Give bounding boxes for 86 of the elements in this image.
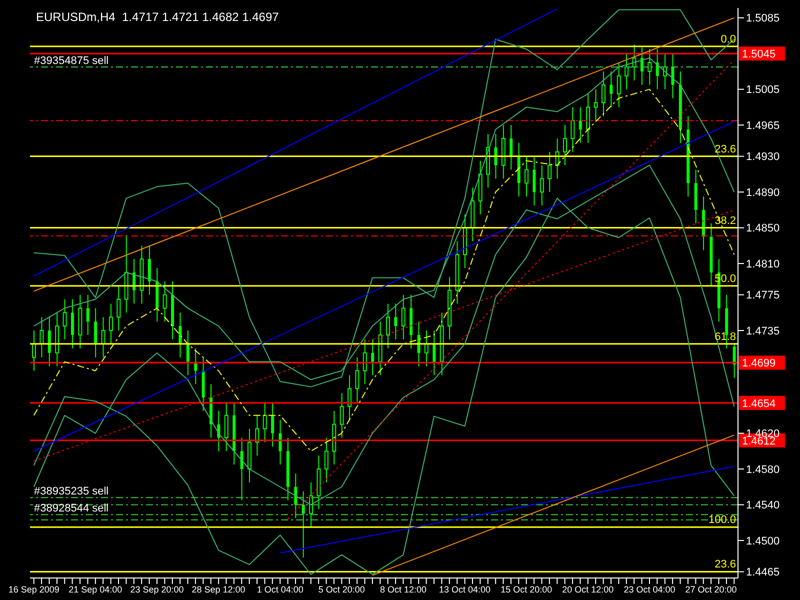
candlestick [563, 124, 567, 166]
candlestick [417, 321, 420, 367]
candlestick [348, 374, 352, 420]
candlestick [101, 316, 106, 358]
candlestick [578, 106, 582, 144]
candlestick [32, 330, 36, 372]
x-tick-label: 23 Sep 20:00 [130, 584, 184, 594]
candlestick [86, 294, 90, 336]
candlestick [278, 419, 282, 466]
candlestick [262, 401, 267, 443]
annotation: 100.0 [708, 514, 736, 526]
candlestick [302, 490, 305, 558]
ref-line-label: #38928544 sell [34, 502, 109, 515]
ref-line-label: 1.4699 [742, 358, 776, 370]
candlestick [108, 303, 113, 344]
candlestick [424, 330, 428, 367]
candlestick [40, 316, 44, 358]
x-tick-label: 13 Oct 04:00 [439, 584, 491, 594]
y-tick-label: 1.4850 [746, 222, 780, 235]
candlestick [524, 156, 529, 198]
candlestick [48, 316, 51, 367]
candlestick [94, 308, 98, 358]
x-tick-label: 23 Oct 04:00 [624, 584, 676, 594]
candlestick [224, 401, 228, 452]
x-tick-label: 15 Oct 20:00 [500, 584, 552, 594]
candlestick [601, 70, 606, 117]
candlestick [271, 401, 274, 448]
x-tick-label: 1 Oct 04:00 [256, 584, 304, 594]
y-tick-label: 1.4775 [746, 290, 780, 302]
chart-title: EURUSDm,H4 1.4717 1.4721 1.4682 1.4697 [36, 10, 279, 24]
candlestick [324, 437, 328, 483]
candlestick [732, 342, 736, 378]
candlestick [548, 151, 552, 193]
ref-line-label: #38935235 sell [34, 486, 109, 498]
candlestick [510, 124, 513, 170]
candlestick [240, 437, 244, 501]
candlestick [362, 338, 367, 385]
candlestick [586, 93, 590, 144]
x-tick-label: 16 Sep 2009 [8, 584, 60, 594]
candlestick [610, 70, 613, 108]
candlestick [624, 53, 629, 90]
candlestick [62, 298, 67, 340]
y-tick-label: 1.4500 [746, 535, 780, 548]
x-tick-label: 8 Oct 12:00 [380, 584, 427, 594]
y-tick-label: 1.4465 [746, 566, 780, 579]
y-tick-label: 1.4965 [746, 120, 780, 132]
candlestick [432, 330, 436, 376]
y-tick-label: 1.4540 [746, 500, 780, 512]
candlestick [540, 164, 544, 206]
candlestick [186, 330, 190, 376]
y-tick-label: 1.4580 [746, 464, 780, 476]
candlestick [616, 62, 621, 108]
candlestick [386, 303, 390, 349]
candlestick [394, 303, 398, 340]
candlestick [178, 312, 182, 358]
x-tick-label: 20 Oct 12:00 [562, 584, 614, 594]
candlestick [401, 294, 406, 340]
annotation: 38.2 [714, 214, 736, 227]
y-tick-label: 1.4930 [746, 151, 780, 164]
y-tick-label: 1.4810 [746, 258, 780, 270]
ref-line-label: #39354875 sell [34, 54, 109, 67]
candlestick [494, 133, 498, 180]
annotation: 0.0 [720, 33, 736, 46]
ref-line-label: 1.4654 [742, 398, 776, 410]
ref-line-label: 1.5045 [742, 48, 776, 61]
candlestick [570, 106, 575, 152]
candlestick [162, 280, 167, 322]
y-tick-label: 1.4735 [746, 325, 780, 338]
y-tick-label: 1.5085 [746, 12, 780, 25]
x-tick-label: 5 Oct 20:00 [318, 584, 365, 594]
candlestick [594, 88, 598, 122]
candlestick [116, 285, 121, 332]
x-tick-label: 27 Oct 20:00 [685, 584, 737, 594]
candlestick [532, 156, 536, 206]
candlestick [148, 245, 151, 296]
y-tick-label: 1.4890 [746, 186, 780, 199]
candlestick [340, 392, 344, 438]
candlestick [371, 338, 374, 376]
candlestick [671, 53, 674, 99]
x-tick-label: 28 Sep 12:00 [192, 584, 246, 594]
y-tick-label: 1.5005 [746, 84, 780, 96]
candlestick [355, 356, 360, 402]
candlestick [648, 48, 652, 86]
annotation: 23.6 [714, 558, 736, 571]
x-tick-label: 21 Sep 04:00 [68, 584, 122, 594]
candlestick [70, 298, 74, 349]
